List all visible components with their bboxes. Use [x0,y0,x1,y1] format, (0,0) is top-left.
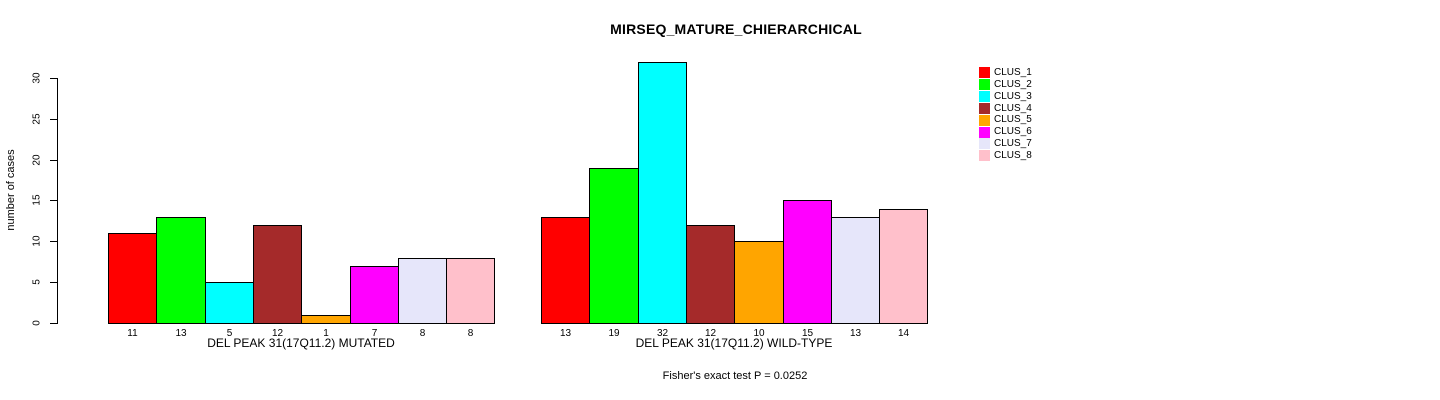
bar-value-label: 12 [704,328,717,339]
legend-entry-label: CLUS_1 [994,67,1032,78]
bar-value-label: 15 [801,328,814,339]
bar-value-label: 32 [656,328,669,339]
legend-entry-label: CLUS_7 [994,138,1032,150]
legend-entry-label: CLUS_2 [994,78,1032,90]
legend-entry-label: CLUS_5 [994,114,1032,126]
y-tick-mark [50,241,57,242]
bar-mutated-clus_1 [108,233,157,324]
chart-title: MIRSEQ_MATURE_CHIERARCHICAL [610,21,862,37]
legend-entry-label: CLUS_3 [994,90,1032,102]
legend-entry-clus_7: CLUS_7 [979,138,1032,150]
legend-color-swatch [979,102,990,114]
bar-value-label: 8 [467,328,474,339]
y-tick-label: 20 [31,154,43,166]
group-label-mutated: DEL PEAK 31(17Q11.2) MUTATED [207,336,395,350]
bar-value-label: 13 [849,328,862,339]
y-axis-line [57,78,58,324]
legend-entry-label: CLUS_4 [994,102,1032,114]
bar-value-label: 10 [753,328,765,339]
bar-mutated-clus_3 [205,282,254,324]
bar-value-label: 5 [226,328,233,339]
legend-entry-label: CLUS_6 [994,126,1032,138]
bar-wildtype-clus_1 [541,217,590,324]
bar-value-label: 14 [897,328,910,339]
legend-entry-clus_5: CLUS_5 [979,114,1032,126]
y-tick-label: 30 [31,72,43,84]
group-label-wildtype: DEL PEAK 31(17Q11.2) WILD-TYPE [635,336,833,350]
y-tick-label: 0 [31,320,43,326]
y-axis-label: number of cases [5,149,17,231]
bar-wildtype-clus_2 [589,168,639,324]
legend-color-swatch [979,79,990,91]
legend-entry-clus_6: CLUS_6 [979,126,1032,138]
legend-color-swatch [979,126,990,138]
bar-value-label: 19 [608,328,620,339]
bar-value-label: 11 [127,328,138,339]
y-tick-label: 25 [31,113,43,125]
legend-color-swatch [979,114,990,126]
bar-wildtype-clus_7 [831,217,880,324]
bar-mutated-clus_7 [398,258,447,324]
bar-value-label: 1 [323,328,329,339]
bar-wildtype-clus_4 [686,225,735,324]
bar-value-label: 13 [559,328,572,339]
y-tick-mark [50,323,57,324]
legend-entry-clus_1: CLUS_1 [979,67,1032,79]
fisher-test-annotation: Fisher's exact test P = 0.0252 [662,370,808,382]
legend-entry-clus_2: CLUS_2 [979,79,1032,91]
y-tick-mark [50,160,57,161]
y-tick-mark [50,200,57,201]
y-tick-label: 5 [31,279,43,285]
legend-color-swatch [979,91,990,103]
bar-wildtype-clus_5 [734,241,784,324]
legend-entry-clus_4: CLUS_4 [979,103,1032,115]
y-tick-label: 15 [31,194,43,206]
legend-entry-clus_8: CLUS_8 [979,150,1032,162]
y-tick-mark [50,119,57,120]
legend: CLUS_1 CLUS_2 CLUS_3 CLUS_4 CLUS_5 CLUS_6 CLUS… [979,67,1032,162]
y-tick-mark [50,282,57,283]
legend-color-swatch [979,138,990,150]
legend-color-swatch [979,150,990,162]
y-tick-mark [50,78,57,79]
bar-value-label: 13 [175,328,187,339]
bar-value-label: 12 [271,328,284,339]
bar-wildtype-clus_3 [638,62,687,324]
bar-wildtype-clus_8 [879,209,928,324]
bar-value-label: 7 [371,328,378,339]
legend-color-swatch [979,67,990,79]
legend-entry-clus_3: CLUS_3 [979,91,1032,103]
bar-mutated-clus_2 [156,217,206,324]
bar-mutated-clus_4 [253,225,302,324]
bar-wildtype-clus_6 [783,200,832,324]
bar-mutated-clus_6 [350,266,399,324]
bar-value-label: 8 [419,328,426,339]
bar-mutated-clus_5 [301,315,351,324]
bar-mutated-clus_8 [446,258,495,324]
legend-entry-label: CLUS_8 [994,149,1032,161]
y-tick-label: 10 [31,235,43,247]
